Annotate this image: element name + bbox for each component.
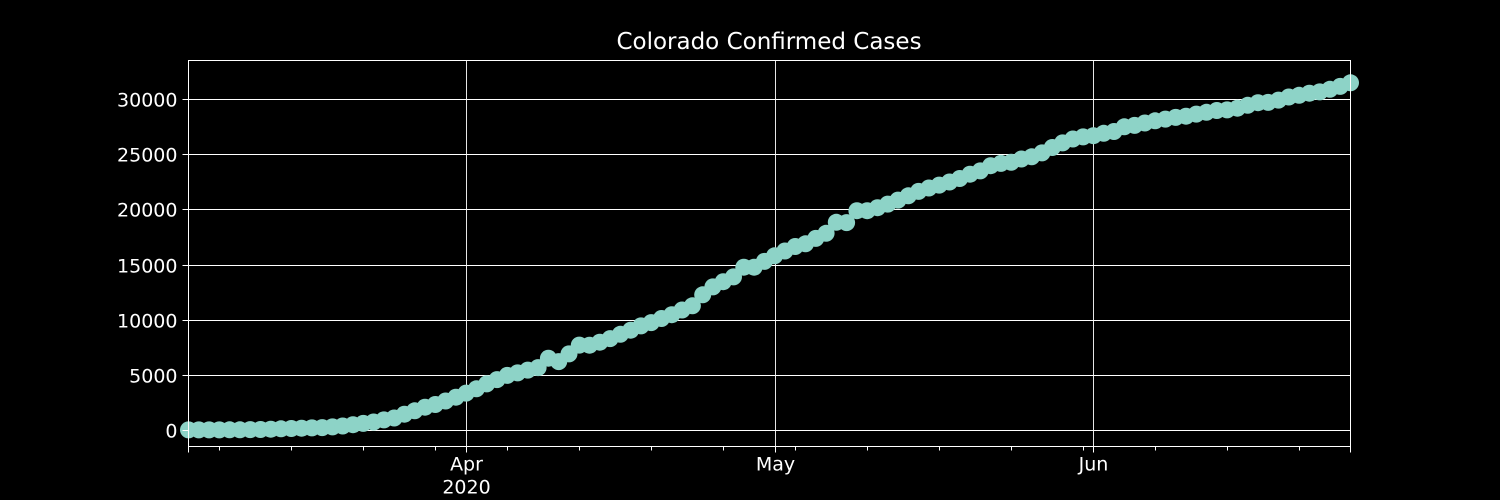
x-tick-label: Jun — [1078, 454, 1109, 476]
x-tick-label: Apr — [450, 454, 483, 476]
y-tick-label: 0 — [165, 421, 177, 443]
y-tick-label: 15000 — [117, 256, 177, 278]
data-point — [838, 214, 856, 232]
chart-title: Colorado Confirmed Cases — [616, 29, 922, 55]
y-tick-label: 20000 — [117, 200, 177, 222]
y-tick-label: 5000 — [129, 366, 177, 388]
y-tick-label: 10000 — [117, 311, 177, 333]
data-point — [683, 297, 701, 315]
data-point — [817, 224, 835, 242]
grid-layer — [188, 60, 1351, 447]
y-tick-label: 25000 — [117, 145, 177, 167]
x-tick-sublabel: 2020 — [442, 477, 490, 499]
x-tick-label: May — [756, 454, 795, 476]
series-layer — [180, 74, 1359, 439]
plot-area-frame — [188, 60, 1351, 447]
y-tick-label: 30000 — [117, 90, 177, 112]
